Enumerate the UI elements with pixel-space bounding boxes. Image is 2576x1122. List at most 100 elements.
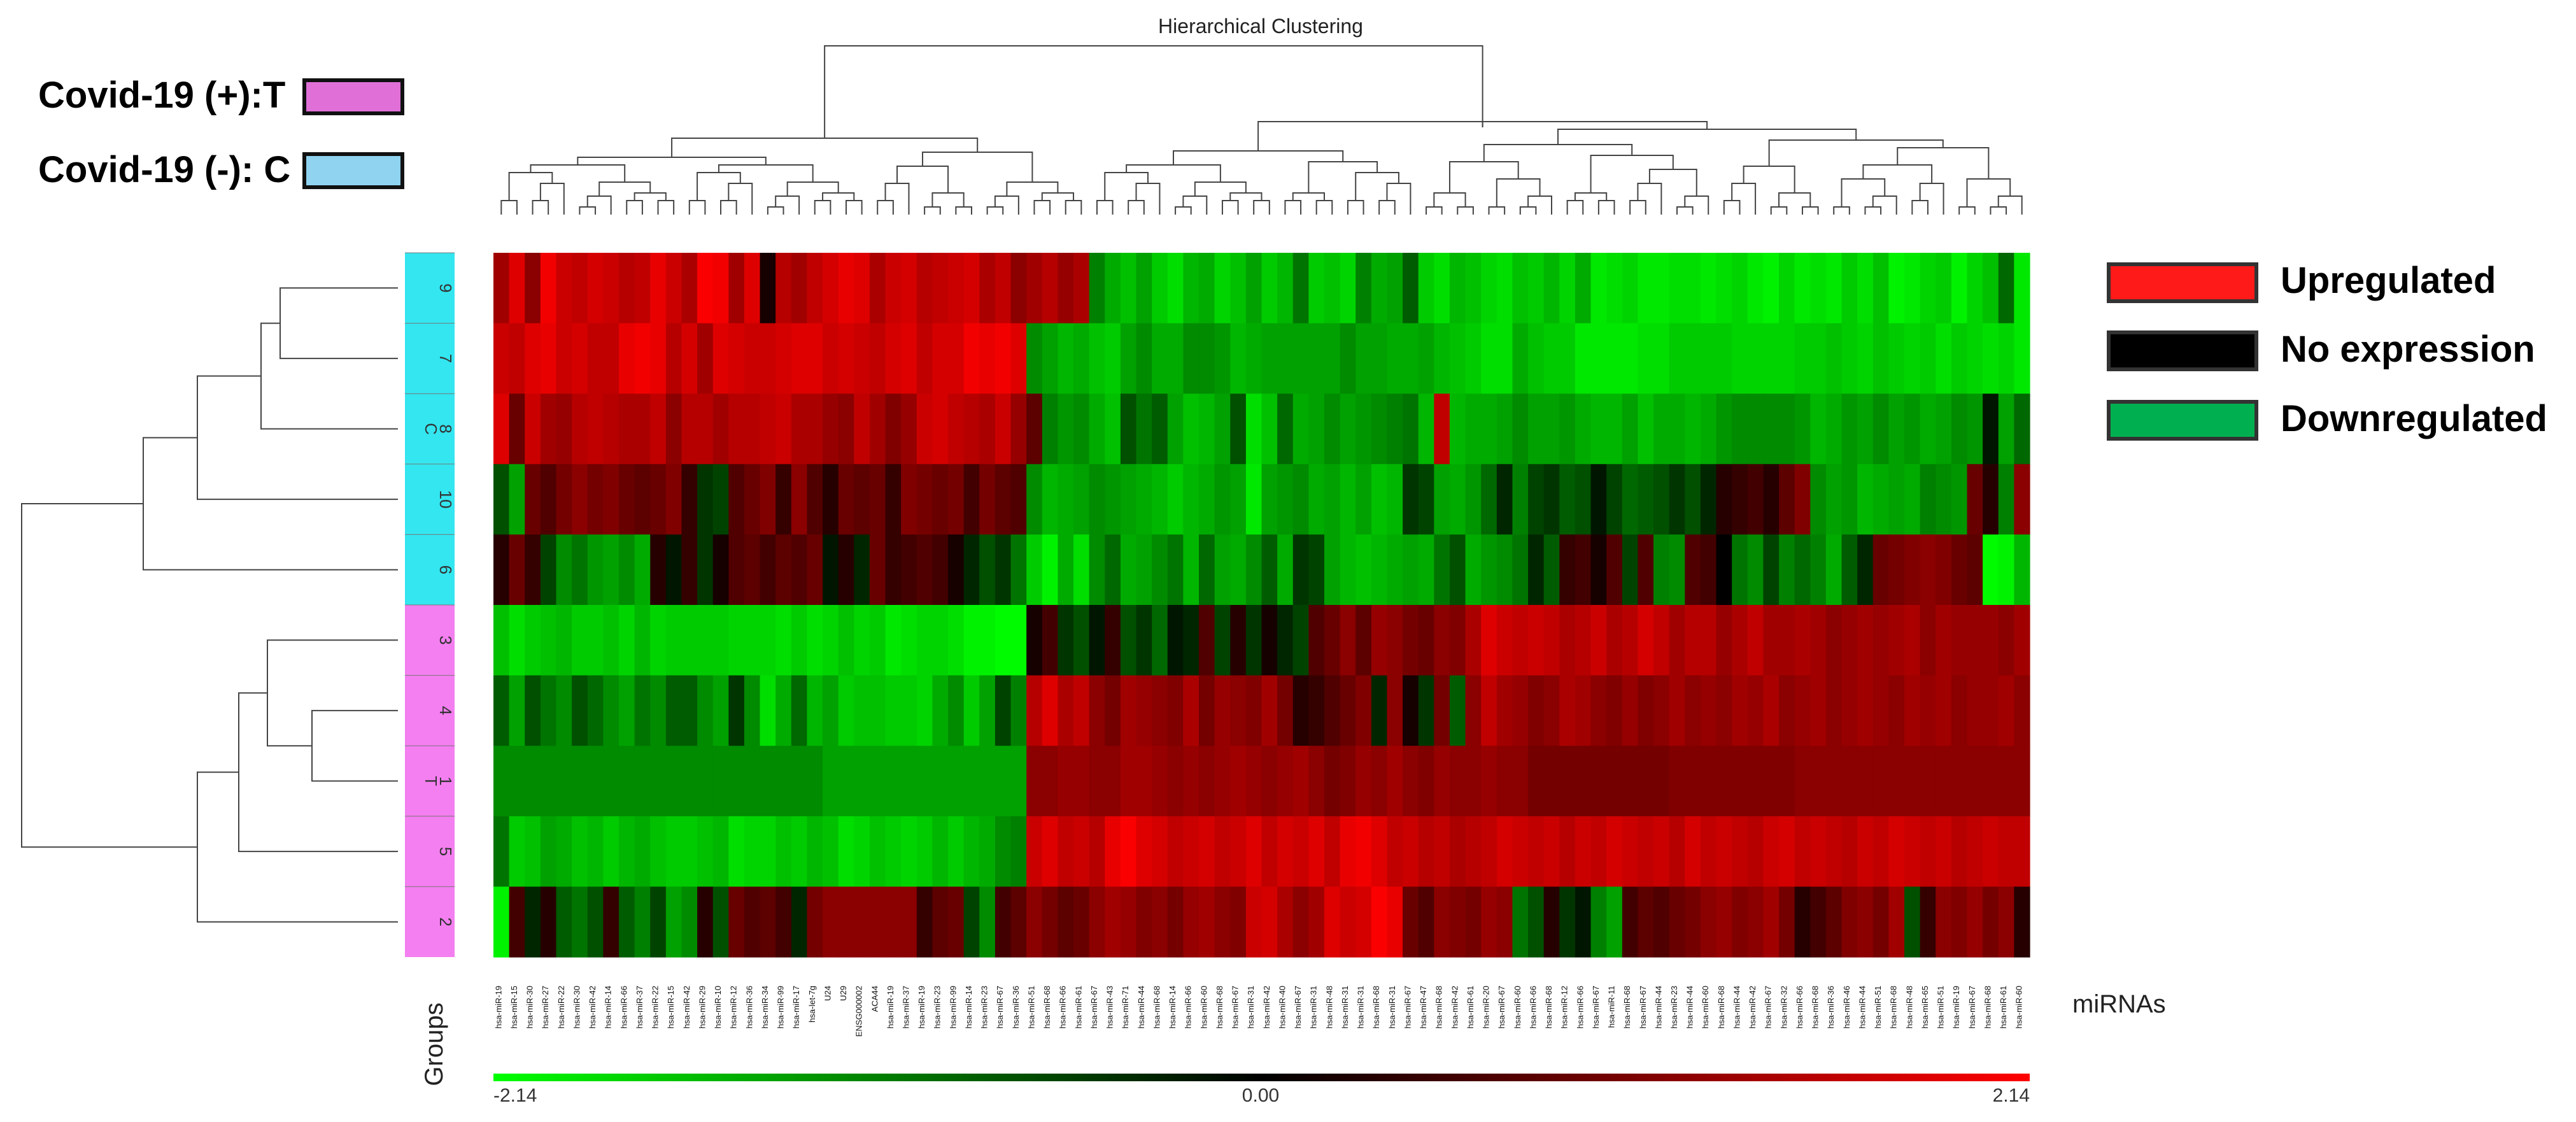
heatmap-cell <box>1026 675 1043 746</box>
heatmap-cell <box>525 534 541 606</box>
heatmap-cell <box>509 464 525 535</box>
heatmap-cell <box>1904 746 1921 817</box>
heatmap-cell <box>1199 323 1215 394</box>
heatmap-cell <box>1465 534 1482 606</box>
dendrogram-branch <box>1194 181 1247 196</box>
heatmap-cell <box>1763 534 1780 606</box>
heatmap-cell <box>728 464 745 535</box>
heatmap-cell <box>1716 886 1732 958</box>
heatmap-cell <box>1167 394 1184 465</box>
heatmap-cell <box>1857 675 1874 746</box>
column-label: hsa-miR-71 <box>1121 986 1130 1028</box>
heatmap-cell <box>1120 605 1137 676</box>
heatmap-cell <box>572 253 588 324</box>
heatmap-cell <box>1418 394 1434 465</box>
dendrogram-branch <box>1919 183 1944 215</box>
heatmap-cell <box>1528 394 1545 465</box>
heatmap-cell <box>1716 323 1732 394</box>
heatmap-cell <box>493 816 510 887</box>
heatmap-cell <box>697 394 714 465</box>
heatmap-cell <box>885 534 902 606</box>
heatmap-cell <box>1857 816 1874 887</box>
heatmap-cell <box>1904 816 1921 887</box>
heatmap-cell <box>1371 746 1388 817</box>
heatmap-cell <box>1904 886 1921 958</box>
heatmap-cell <box>1559 323 1576 394</box>
dendrogram-branch <box>238 692 398 853</box>
heatmap-cell <box>1308 253 1325 324</box>
column-label: hsa-miR-42 <box>1262 986 1271 1028</box>
column-label: hsa-miR-67 <box>1231 986 1240 1028</box>
heatmap-cell <box>994 323 1012 394</box>
heatmap-cell <box>916 605 933 676</box>
heatmap-cell <box>1292 675 1309 746</box>
heatmap-cell <box>1418 675 1434 746</box>
heatmap-cell <box>1481 394 1497 465</box>
heatmap-cell <box>1230 605 1247 676</box>
heatmap-cell <box>1825 394 1843 465</box>
heatmap-cell <box>1622 394 1639 465</box>
column-label: hsa-miR-32 <box>1779 986 1788 1028</box>
heatmap-cell <box>618 394 635 465</box>
heatmap-cell <box>869 746 886 817</box>
heatmap-cell <box>1010 746 1027 817</box>
heatmap-cell <box>493 886 510 958</box>
column-label: ENSG000002 <box>854 986 864 1037</box>
heatmap-cell <box>869 675 886 746</box>
heatmap-cell <box>1355 394 1372 465</box>
heatmap-cell <box>1841 464 1858 535</box>
heatmap-cell <box>932 464 949 535</box>
dendrogram-branch <box>718 164 814 182</box>
heatmap-cell <box>603 675 619 746</box>
heatmap-cell <box>1575 464 1592 535</box>
column-label: hsa-miR-23 <box>933 986 942 1028</box>
heatmap-cell <box>1230 675 1247 746</box>
heatmap-cell <box>932 675 949 746</box>
heatmap-cell <box>948 886 965 958</box>
heatmap-cell <box>1622 534 1639 606</box>
heatmap-cell <box>1105 394 1121 465</box>
heatmap-cell <box>1058 534 1074 606</box>
heatmap-cell <box>1936 675 1952 746</box>
heatmap-cell <box>854 675 870 746</box>
heatmap-cell <box>1136 886 1152 958</box>
heatmap-cell <box>932 816 949 887</box>
heatmap-cell <box>1042 253 1059 324</box>
heatmap-cell <box>1010 394 1027 465</box>
heatmap-cell <box>1183 534 1200 606</box>
heatmap-cell <box>1685 675 1701 746</box>
heatmap-cell <box>681 323 698 394</box>
heatmap-cell <box>1308 886 1325 958</box>
heatmap-cell <box>1214 675 1231 746</box>
heatmap-cell <box>1481 464 1497 535</box>
heatmap-cell <box>1261 394 1278 465</box>
heatmap-cell <box>1904 253 1921 324</box>
heatmap-cell <box>1199 394 1215 465</box>
heatmap-cell <box>885 746 902 817</box>
heatmap-cell <box>1825 534 1843 606</box>
heatmap-cell <box>791 253 808 324</box>
heatmap-cell <box>775 675 792 746</box>
heatmap-cell <box>525 816 541 887</box>
heatmap-cell <box>885 886 902 958</box>
heatmap-cell <box>1779 886 1795 958</box>
heatmap-cell <box>572 675 588 746</box>
heatmap-cell <box>1230 886 1247 958</box>
column-label: hsa-miR-23 <box>1669 986 1679 1028</box>
heatmap-cell <box>823 746 839 817</box>
heatmap-cell <box>1230 534 1247 606</box>
dendrogram-branch <box>657 200 675 215</box>
heatmap-cell <box>603 886 619 958</box>
heatmap-cell <box>1685 534 1701 606</box>
heatmap-cell <box>540 675 557 746</box>
group-legend-swatch-c <box>302 152 404 189</box>
heatmap-cell <box>1277 675 1294 746</box>
heatmap-cell <box>1152 464 1168 535</box>
heatmap-cell <box>1951 675 1968 746</box>
dendrogram-branch <box>1574 192 1608 201</box>
dendrogram-branch <box>598 181 651 196</box>
heatmap-cell <box>979 534 996 606</box>
heatmap-cell <box>916 253 933 324</box>
heatmap-cell <box>525 675 541 746</box>
heatmap-cell <box>603 394 619 465</box>
